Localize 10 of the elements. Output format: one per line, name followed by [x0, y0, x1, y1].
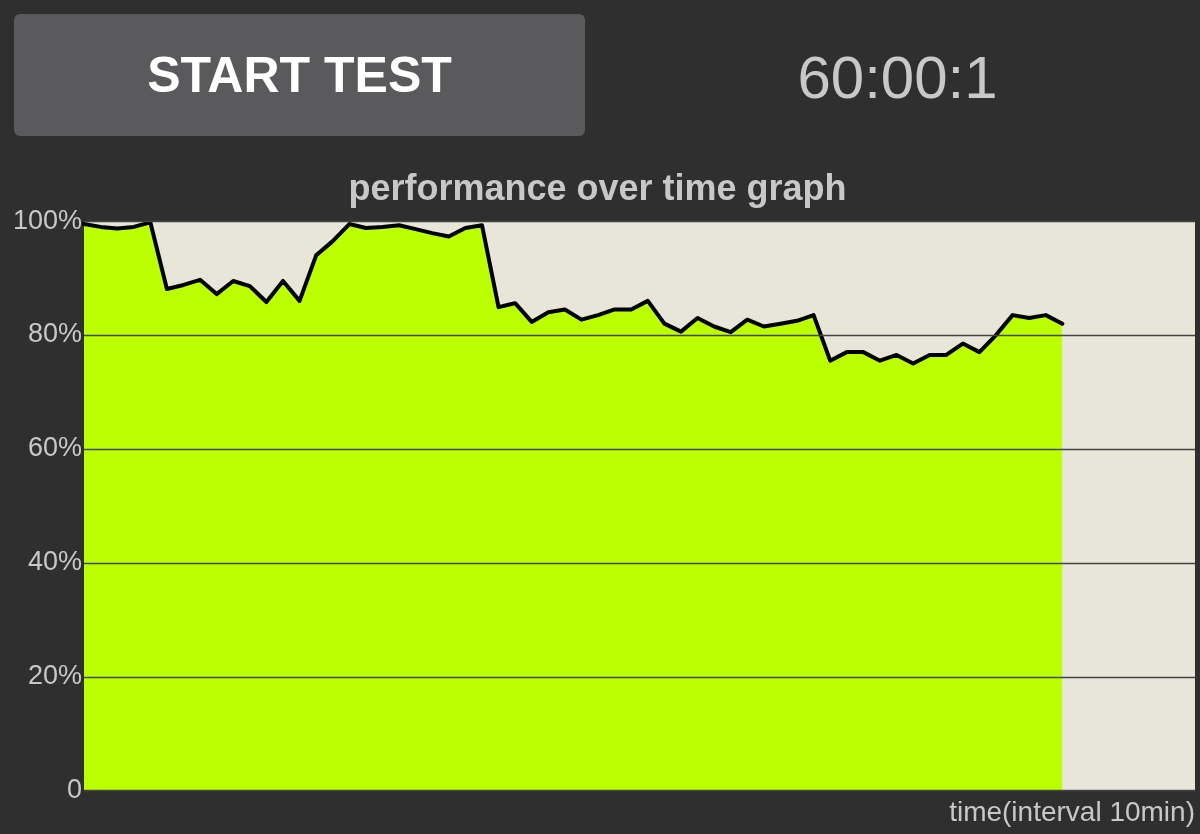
y-tick-label: 20% — [27, 660, 82, 691]
chart-title: performance over time graph — [348, 166, 847, 208]
y-tick-label: 80% — [27, 318, 82, 349]
y-tick-label: 40% — [27, 546, 82, 577]
y-tick-label: 60% — [27, 432, 82, 463]
text: START TEST — [14, 14, 585, 136]
x-axis-title: time(interval 10min) — [949, 795, 1195, 827]
text: 60:00:1 — [796, 43, 999, 113]
y-tick-label: 0 — [66, 773, 82, 804]
y-tick-label: 100% — [12, 204, 82, 235]
